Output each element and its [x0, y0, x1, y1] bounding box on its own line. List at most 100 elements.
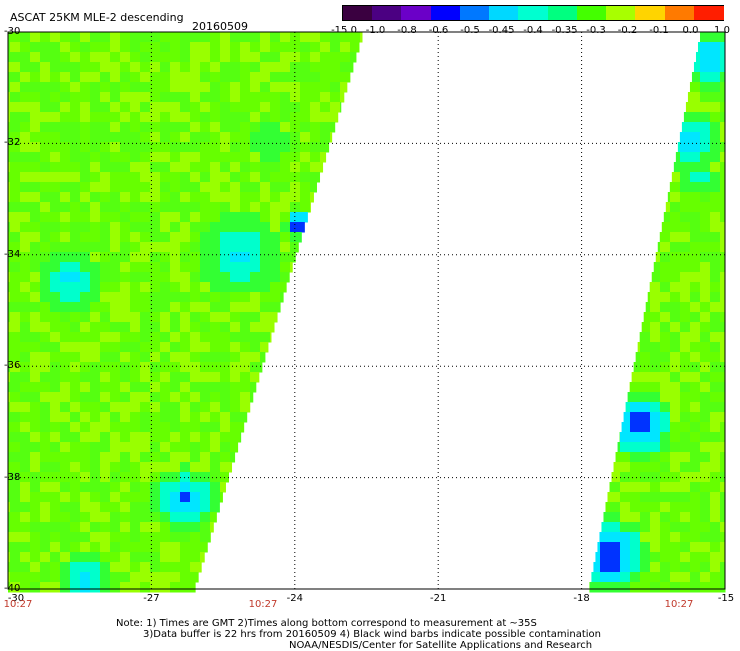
swath-cell — [270, 92, 281, 103]
swath-cell — [260, 242, 271, 253]
swath-cell — [710, 82, 721, 93]
lon-label: -21 — [430, 593, 447, 604]
swath-cell — [620, 562, 631, 573]
swath-cell — [210, 272, 221, 283]
swath-cell — [90, 232, 101, 243]
swath-cell — [710, 342, 721, 353]
swath-cell — [270, 232, 281, 243]
swath-cell — [230, 232, 241, 243]
swath-cell — [280, 222, 291, 233]
swath-cell — [80, 332, 91, 343]
swath-cell — [70, 92, 81, 103]
swath-cell — [80, 102, 91, 113]
swath-cell — [690, 352, 701, 363]
swath-cell — [230, 242, 241, 253]
swath-cell — [230, 132, 241, 143]
swath-cell — [250, 392, 254, 403]
swath-cell — [110, 442, 121, 453]
swath-cell — [690, 92, 701, 103]
swath-cell — [720, 412, 726, 423]
swath-cell — [130, 92, 141, 103]
swath-cell — [110, 492, 121, 503]
swath-cell — [150, 362, 161, 373]
swath-cell — [620, 502, 631, 513]
swath-cell — [160, 302, 171, 313]
swath-cell — [20, 382, 31, 393]
colorbar-label: -15.0 — [331, 25, 357, 36]
swath-cell — [660, 392, 671, 403]
swath-cell — [140, 512, 151, 523]
swath-cell — [8, 552, 11, 563]
swath-cell — [700, 342, 711, 353]
swath-cell — [240, 122, 251, 133]
swath-cell — [140, 62, 151, 73]
swath-cell — [670, 522, 681, 533]
swath-cell — [150, 332, 161, 343]
swath-cell — [150, 252, 161, 263]
swath-cell — [130, 512, 141, 523]
swath-cell — [140, 342, 151, 353]
swath-cell — [680, 472, 691, 483]
swath-cell — [250, 242, 261, 253]
swath-cell — [100, 432, 111, 443]
colorbar-label: -0.35 — [551, 25, 578, 36]
swath-cell — [220, 322, 231, 333]
swath-cell — [20, 162, 31, 173]
swath-cell — [620, 512, 631, 523]
swath-cell — [700, 132, 711, 143]
swath-cell — [80, 432, 91, 443]
swath-cell — [220, 402, 231, 413]
swath-cell — [30, 262, 41, 273]
swath-cell — [110, 292, 121, 303]
swath-cell — [120, 72, 131, 83]
swath-cell — [80, 302, 91, 313]
swath-cell — [60, 232, 71, 243]
swath-cell — [220, 492, 223, 503]
swath-cell — [30, 442, 41, 453]
swath-cell — [720, 302, 726, 313]
swath-cell — [50, 312, 61, 323]
swath-cell — [320, 92, 331, 103]
swath-cell — [220, 352, 231, 363]
swath-cell — [710, 192, 721, 203]
swath-cell — [90, 512, 101, 523]
swath-cell — [630, 412, 641, 423]
swath-cell — [170, 252, 181, 263]
swath-cell — [100, 252, 111, 263]
swath-cell — [120, 52, 131, 63]
swath-cell — [180, 322, 191, 333]
swath-cell — [300, 232, 302, 243]
swath-cell — [290, 212, 301, 223]
swath-cell — [10, 392, 21, 403]
swath-cell — [180, 402, 191, 413]
swath-cell — [40, 62, 51, 73]
swath-cell — [120, 42, 131, 53]
swath-cell — [10, 532, 21, 543]
swath-cell — [660, 242, 671, 253]
swath-cell — [30, 392, 41, 403]
swath-cell — [80, 212, 91, 223]
swath-cell — [180, 572, 191, 583]
swath-cell — [50, 102, 61, 113]
swath-cell — [120, 112, 131, 123]
swath-cell — [310, 52, 321, 63]
swath-cell — [100, 342, 111, 353]
swath-cell — [330, 32, 341, 43]
swath-cell — [650, 472, 661, 483]
swath-cell — [673, 162, 681, 173]
swath-cell — [150, 112, 161, 123]
swath-cell — [700, 262, 711, 273]
swath-cell — [150, 62, 161, 73]
swath-cell — [710, 62, 721, 73]
swath-cell — [230, 372, 241, 383]
swath-cell — [8, 282, 11, 293]
swath-cell — [720, 542, 726, 553]
swath-cell — [110, 472, 121, 483]
swath-cell — [20, 192, 31, 203]
swath-cell — [360, 32, 363, 43]
swath-cell — [610, 522, 621, 533]
swath-cell — [170, 92, 181, 103]
swath-cell — [130, 442, 141, 453]
swath-cell — [220, 242, 231, 253]
swath-cell — [200, 422, 211, 433]
